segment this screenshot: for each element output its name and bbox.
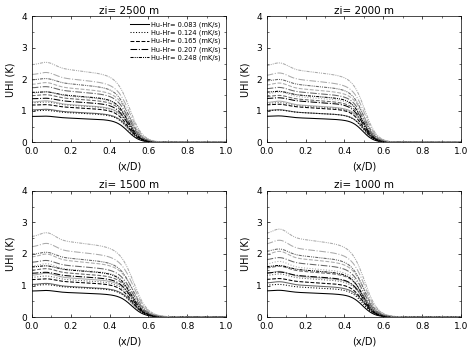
Title: zi= 2000 m: zi= 2000 m: [334, 6, 394, 15]
Y-axis label: UHI (K): UHI (K): [240, 62, 250, 97]
X-axis label: (x/D): (x/D): [117, 337, 141, 346]
Legend: Hu-Hr= 0.083 (mK/s), Hu-Hr= 0.124 (mK/s), Hu-Hr= 0.165 (mK/s), Hu-Hr= 0.207 (mK/: Hu-Hr= 0.083 (mK/s), Hu-Hr= 0.124 (mK/s)…: [128, 20, 223, 63]
Y-axis label: UHI (K): UHI (K): [6, 237, 16, 271]
Y-axis label: UHI (K): UHI (K): [240, 237, 250, 271]
X-axis label: (x/D): (x/D): [117, 162, 141, 172]
X-axis label: (x/D): (x/D): [352, 337, 376, 346]
Title: zi= 2500 m: zi= 2500 m: [99, 6, 159, 15]
X-axis label: (x/D): (x/D): [352, 162, 376, 172]
Title: zi= 1500 m: zi= 1500 m: [99, 180, 159, 190]
Y-axis label: UHI (K): UHI (K): [6, 62, 16, 97]
Title: zi= 1000 m: zi= 1000 m: [334, 180, 394, 190]
